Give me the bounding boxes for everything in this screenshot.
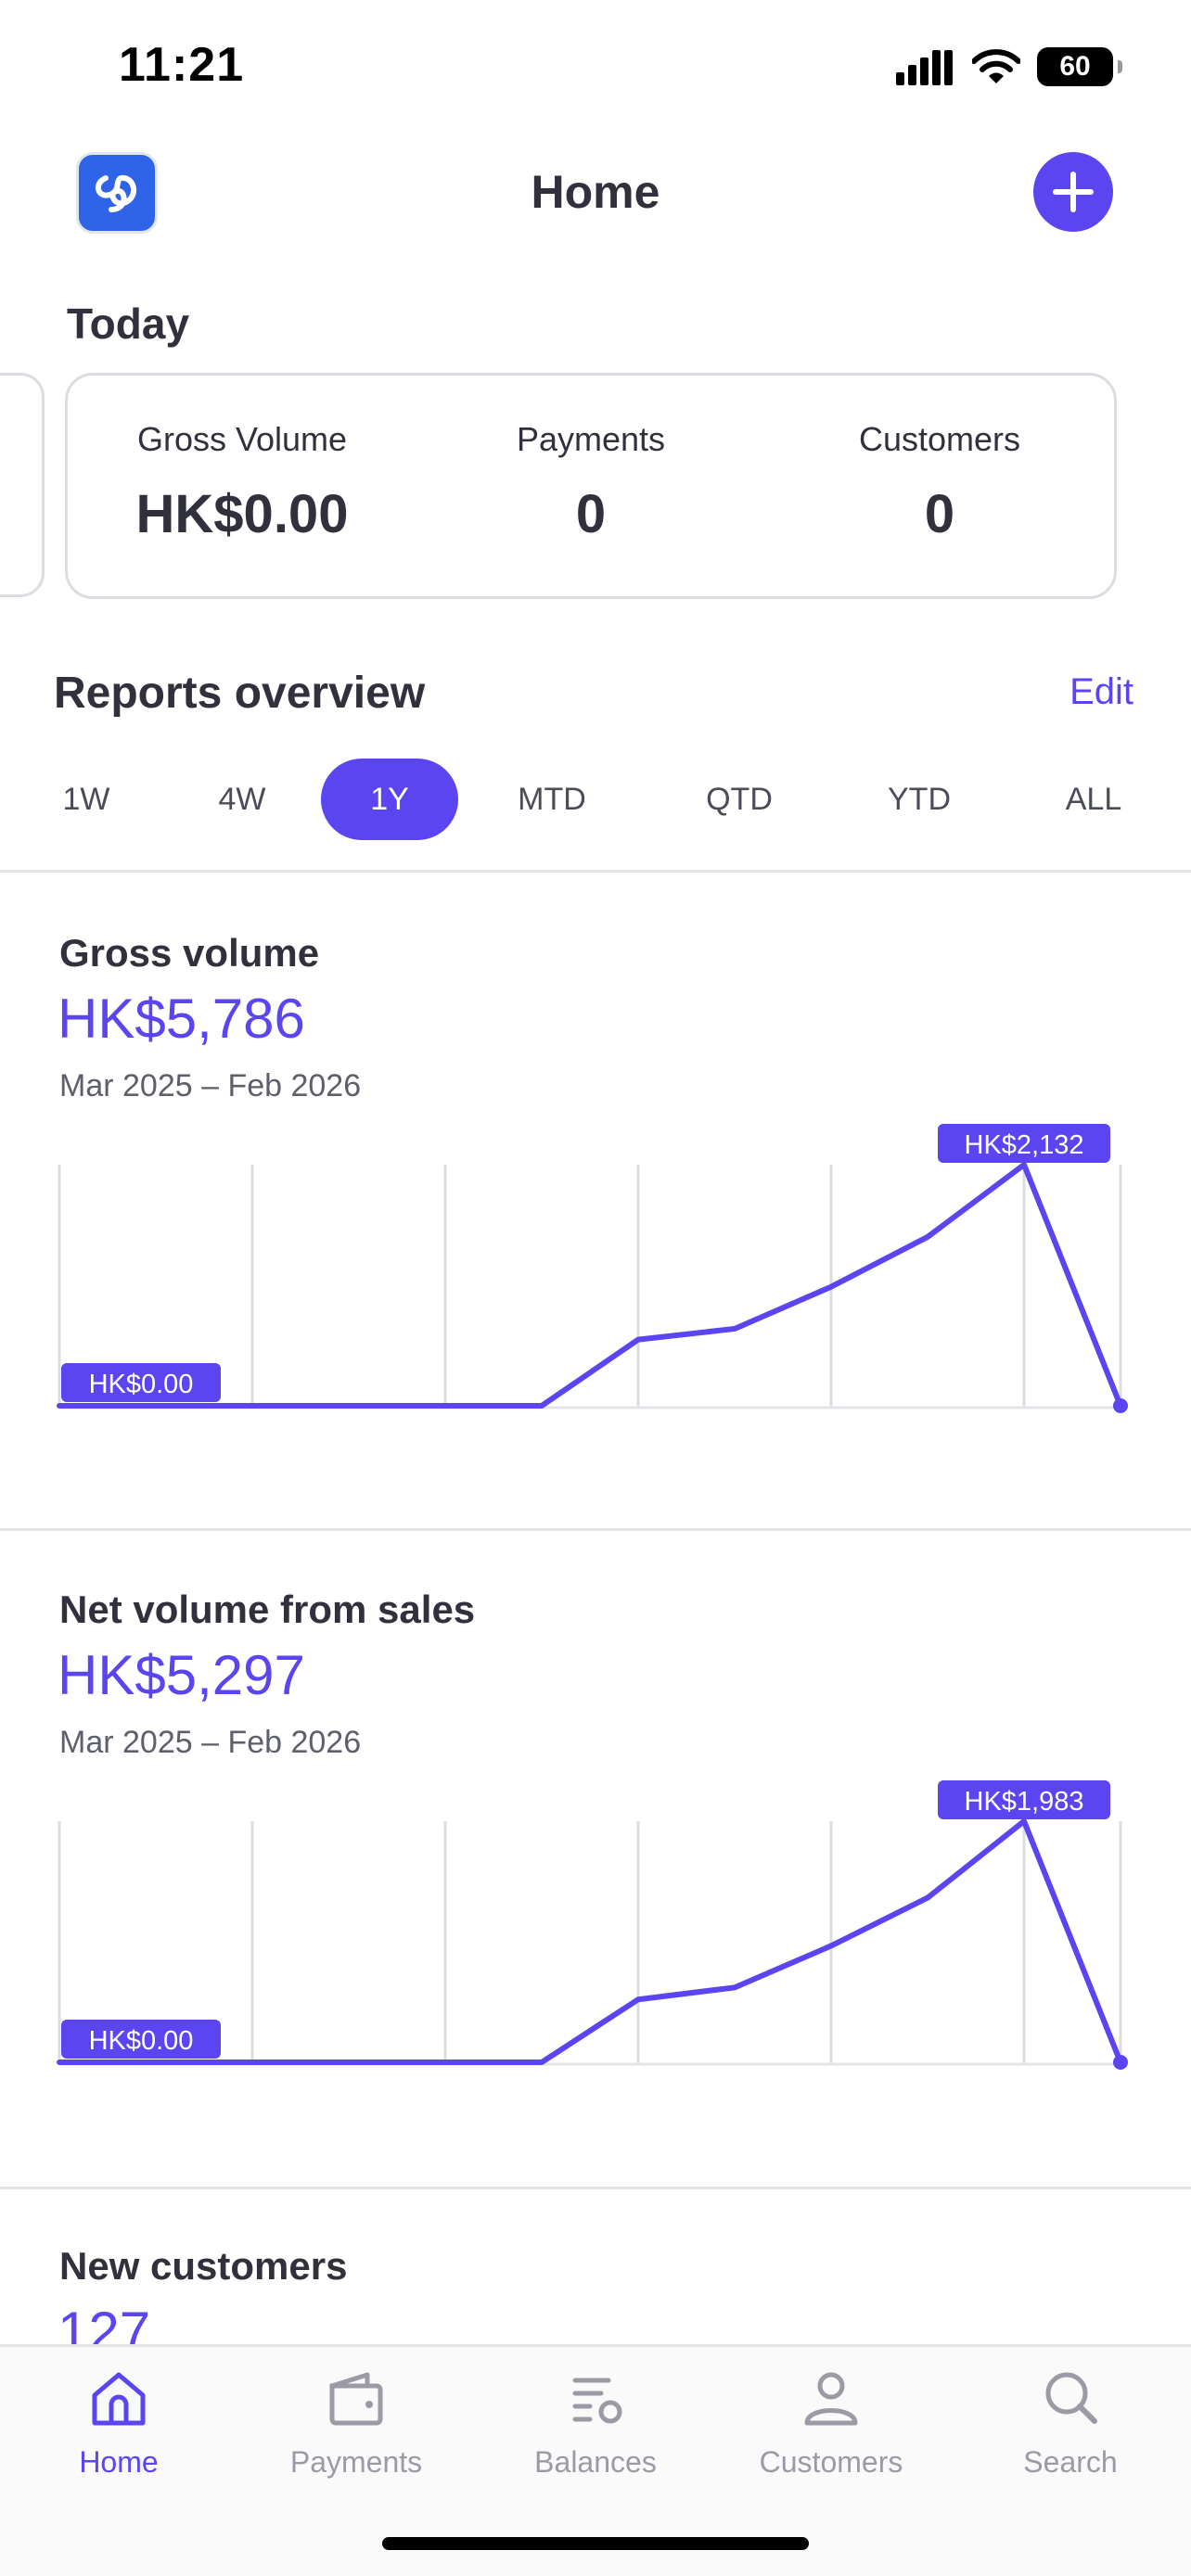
- tab-4w[interactable]: 4W: [218, 782, 266, 817]
- gross-volume-chart: HK$2,132 HK$0.00: [57, 1124, 1128, 1413]
- min-label-bg: [61, 2020, 221, 2059]
- status-bar: 11:21 60: [0, 0, 1191, 130]
- today-payments: Payments 0: [416, 376, 765, 596]
- tab-1y[interactable]: 1Y: [321, 759, 458, 840]
- end-point: [1113, 2055, 1128, 2070]
- metric-label: Gross Volume: [136, 420, 348, 458]
- max-label: HK$1,983: [965, 1787, 1084, 1817]
- add-button[interactable]: [1033, 152, 1113, 232]
- nav-home[interactable]: Home: [17, 2366, 221, 2480]
- tab-1w[interactable]: 1W: [62, 782, 110, 817]
- page-title: Home: [531, 166, 660, 218]
- today-card[interactable]: Gross Volume HK$0.00 Payments 0 Customer…: [65, 373, 1117, 599]
- nav-label: Payments: [289, 2445, 423, 2479]
- app-header: Home: [0, 139, 1191, 250]
- end-point: [1113, 1398, 1128, 1413]
- person-icon: [804, 2372, 858, 2426]
- metric-value: 0: [575, 484, 607, 544]
- tab-ytd[interactable]: YTD: [888, 782, 951, 817]
- divider: [0, 870, 1191, 873]
- plus-icon: [1053, 172, 1094, 212]
- cellular-signal-icon: [896, 50, 953, 85]
- min-label-bg: [61, 1363, 221, 1402]
- home-icon: [92, 2372, 146, 2426]
- divider: [0, 1528, 1191, 1531]
- balances-icon: [572, 2378, 622, 2424]
- edit-button[interactable]: Edit: [1069, 671, 1133, 712]
- wifi-icon: [972, 49, 1020, 83]
- report-title: Gross volume: [59, 931, 320, 975]
- nav-customers[interactable]: Customers: [729, 2366, 933, 2480]
- tab-qtd[interactable]: QTD: [706, 782, 773, 817]
- link-logo-icon[interactable]: [76, 152, 158, 234]
- range-tabs: 1W 4W 1Y MTD QTD YTD ALL: [0, 759, 1191, 842]
- max-label: HK$2,132: [965, 1130, 1084, 1160]
- max-label-bg: [938, 1124, 1110, 1163]
- nav-label: Home: [79, 2445, 159, 2479]
- metric-label: Payments: [516, 420, 666, 458]
- nav-balances[interactable]: Balances: [493, 2366, 698, 2480]
- net-volume-chart: HK$1,983 HK$0.00: [57, 1780, 1128, 2070]
- battery-icon: 60: [1037, 47, 1122, 86]
- status-time: 11:21: [119, 38, 245, 92]
- tab-mtd[interactable]: MTD: [518, 782, 586, 817]
- divider: [0, 2187, 1191, 2189]
- report-date-range: Mar 2025 – Feb 2026: [59, 1725, 362, 1760]
- search-icon: [1045, 2372, 1097, 2424]
- today-customers: Customers 0: [765, 376, 1114, 596]
- report-value: HK$5,786: [58, 988, 305, 1050]
- nav-label: Search: [1023, 2445, 1118, 2479]
- report-date-range: Mar 2025 – Feb 2026: [59, 1068, 362, 1103]
- report-value: 127: [58, 2301, 151, 2344]
- series-line: [57, 1818, 1123, 2065]
- metric-label: Customers: [858, 420, 1021, 458]
- min-label: HK$0.00: [89, 1370, 194, 1399]
- today-title: Today: [67, 300, 190, 348]
- report-new-customers[interactable]: New customers 127: [0, 2244, 1191, 2344]
- tab-all[interactable]: ALL: [1065, 782, 1122, 817]
- nav-search[interactable]: Search: [968, 2366, 1172, 2480]
- nav-label: Customers: [759, 2445, 903, 2479]
- wallet-icon: [329, 2372, 383, 2426]
- reports-overview-title: Reports overview: [54, 669, 426, 718]
- report-gross-volume[interactable]: Gross volume HK$5,786 Mar 2025 – Feb 202…: [0, 931, 1191, 1524]
- min-label: HK$0.00: [89, 2026, 194, 2056]
- home-indicator: [382, 2537, 809, 2550]
- report-title: Net volume from sales: [59, 1588, 476, 1631]
- metric-value: 0: [924, 484, 955, 544]
- report-title: New customers: [59, 2244, 348, 2288]
- series-line: [57, 1162, 1123, 1409]
- max-label-bg: [938, 1780, 1110, 1819]
- nav-payments[interactable]: Payments: [254, 2366, 458, 2480]
- report-net-volume[interactable]: Net volume from sales HK$5,297 Mar 2025 …: [0, 1588, 1191, 2181]
- bottom-nav: Home Payments Balances Customers Search: [0, 2344, 1191, 2576]
- metric-value: HK$0.00: [135, 484, 349, 544]
- previous-card[interactable]: [0, 373, 45, 597]
- nav-label: Balances: [534, 2445, 657, 2479]
- report-value: HK$5,297: [58, 1644, 305, 1706]
- today-gross-volume: Gross Volume HK$0.00: [68, 376, 416, 596]
